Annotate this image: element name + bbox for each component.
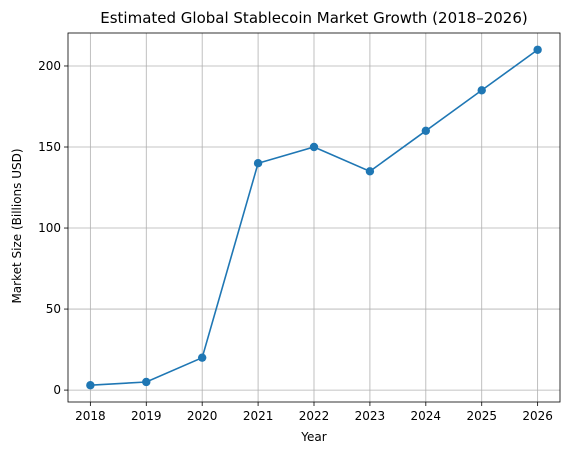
- x-tick-label: 2022: [299, 409, 330, 423]
- x-tick-label: 2024: [411, 409, 442, 423]
- y-axis-label: Market Size (Billions USD): [10, 148, 24, 303]
- x-tick-label: 2026: [522, 409, 553, 423]
- data-point: [86, 381, 95, 390]
- data-point: [142, 377, 151, 387]
- x-tick-label: 2023: [355, 409, 386, 423]
- y-tick-label: 50: [46, 302, 61, 316]
- y-tick-label: 0: [53, 383, 61, 397]
- data-point: [477, 86, 486, 95]
- ticks: 2018 2019 2020 2021 2022 2023 2024 2025 2026 0 50 1…: [38, 59, 553, 423]
- y-tick-label: 200: [38, 59, 61, 73]
- data-point: [365, 167, 375, 176]
- grid: [68, 33, 560, 402]
- x-tick-label: 2025: [466, 409, 497, 423]
- data-point: [533, 45, 542, 54]
- data-point: [421, 126, 431, 136]
- y-tick-label: 150: [38, 140, 61, 154]
- chart-title: Estimated Global Stablecoin Market Growt…: [100, 9, 528, 27]
- data-point: [197, 353, 207, 362]
- x-axis-label: Year: [300, 430, 326, 444]
- x-tick-label: 2020: [187, 409, 218, 423]
- x-tick-label: 2019: [131, 409, 162, 423]
- data-point: [309, 142, 319, 152]
- x-tick-label: 2021: [243, 409, 274, 423]
- data-point: [253, 159, 263, 168]
- y-tick-label: 100: [38, 221, 61, 235]
- x-tick-label: 2018: [75, 409, 106, 423]
- series: [86, 45, 542, 390]
